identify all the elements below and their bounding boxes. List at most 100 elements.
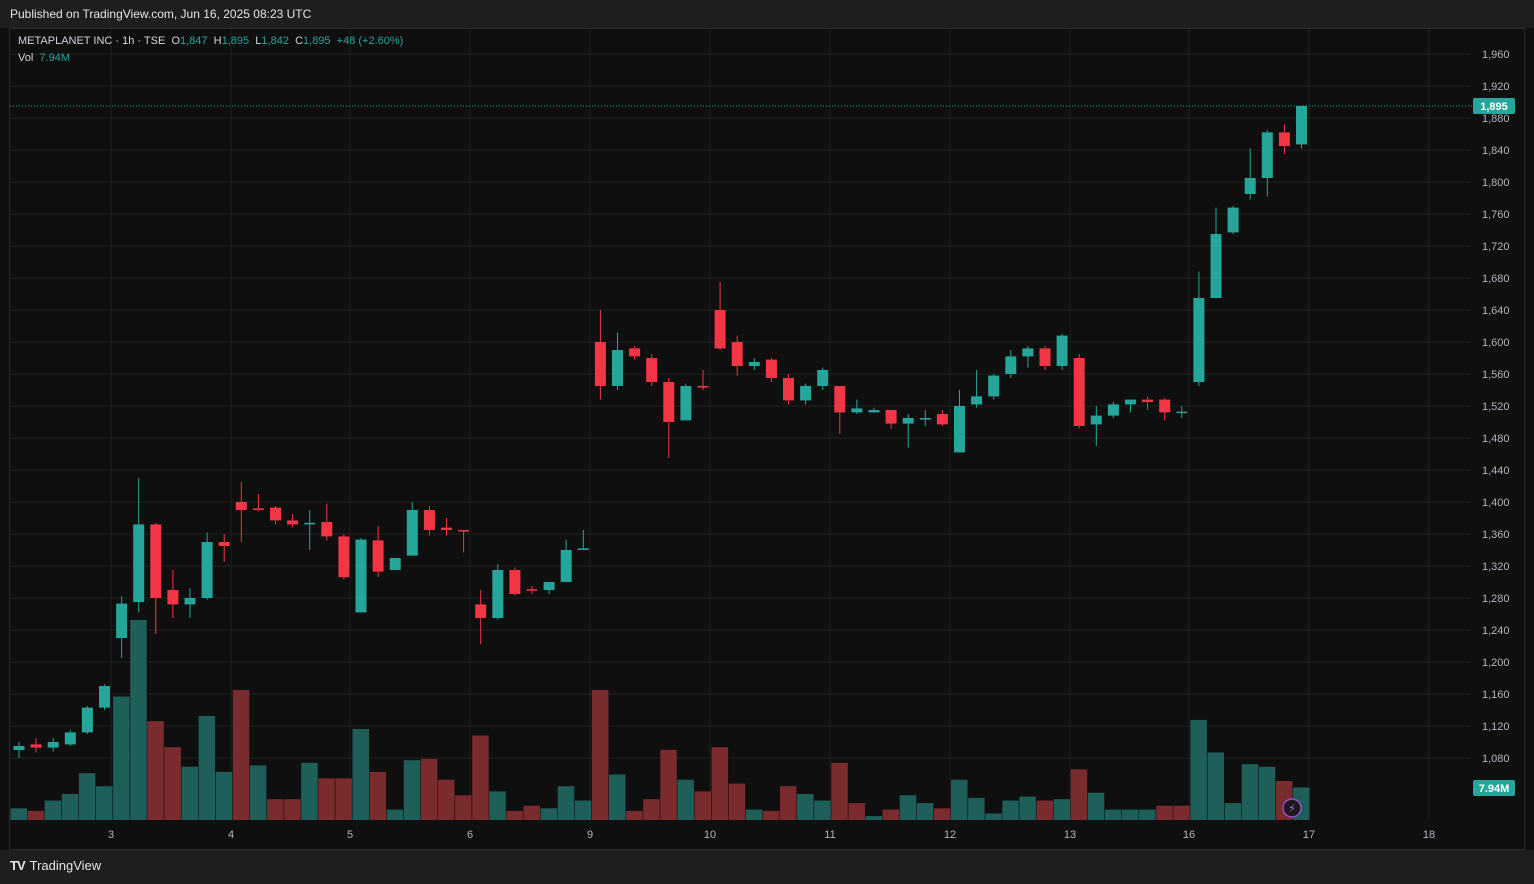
volume-bar (916, 803, 934, 820)
candle-body (150, 524, 162, 598)
high-label: H (213, 35, 222, 47)
price-tick-label: 1,800 (1482, 177, 1510, 189)
volume-bar (728, 783, 746, 820)
candle-body (201, 542, 213, 598)
time-tick-label: 11 (824, 829, 835, 841)
volume-bar (284, 799, 301, 820)
time-tick-label: 18 (1423, 829, 1435, 841)
volume-bars (10, 620, 1310, 820)
candle-body (64, 732, 76, 745)
candle-body (680, 386, 692, 421)
volume-bar (232, 690, 250, 820)
volume-bar (1070, 769, 1088, 820)
volume-bar (848, 803, 865, 820)
candle-body (1056, 335, 1068, 366)
price-tick-label: 1,520 (1482, 401, 1510, 413)
price-tick-label: 1,400 (1482, 497, 1510, 509)
candle (287, 514, 299, 528)
replay-icon[interactable]: ⚡ (1282, 798, 1302, 818)
candle-body (1261, 132, 1273, 178)
candle (612, 332, 623, 390)
candle-body (1125, 399, 1136, 405)
candle-body (287, 520, 299, 525)
volume-bar (831, 762, 848, 820)
candle-body (594, 342, 606, 386)
volume-bar (1002, 800, 1019, 820)
candle (1142, 396, 1154, 410)
candle-body (30, 744, 42, 748)
volume-bar (472, 735, 489, 820)
candle-body (406, 510, 418, 556)
candle (64, 730, 76, 746)
candle (1261, 130, 1273, 197)
tradingview-brand[interactable]: TV TradingView (10, 858, 101, 873)
volume-bar (609, 774, 626, 820)
publish-text: Published on TradingView.com, Jun 16, 20… (10, 7, 312, 21)
candle (697, 370, 709, 390)
time-tick-label: 5 (347, 829, 353, 841)
candle-body (851, 408, 863, 413)
volume-bar (933, 808, 951, 820)
volume-bar (215, 771, 233, 820)
candle (765, 358, 777, 382)
candle (338, 534, 350, 580)
price-tick-label: 1,160 (1482, 689, 1510, 701)
candle-body (800, 386, 812, 401)
volume-bar (780, 786, 797, 820)
candle-body (697, 386, 709, 388)
candle (936, 410, 948, 426)
candle (919, 410, 931, 426)
ohlc-legend: METAPLANET INC · 1h · TSE O1,847 H1,895 … (18, 35, 403, 47)
candle (1227, 206, 1239, 234)
candle-body (748, 362, 760, 366)
lightning-icon[interactable] (1282, 798, 1302, 818)
price-tick-label: 1,120 (1482, 721, 1510, 733)
candle-body (817, 370, 829, 386)
candle (235, 482, 247, 542)
volume-bar (164, 747, 181, 820)
candle-body (1244, 178, 1256, 194)
price-tick-label: 1,440 (1482, 465, 1510, 477)
volume-bar (267, 799, 284, 820)
price-tick-label: 1,760 (1482, 209, 1510, 221)
volume-bar (1019, 796, 1036, 820)
candle-body (1090, 415, 1102, 425)
candle (800, 383, 812, 405)
candle (954, 390, 965, 453)
candle-body (218, 542, 230, 546)
candle-body (252, 508, 264, 510)
volume-bar (1224, 803, 1242, 820)
candle-body (13, 746, 25, 750)
candle (526, 586, 538, 594)
candle (389, 558, 401, 570)
candle-body (492, 570, 504, 618)
volume-bar (403, 760, 421, 820)
price-tick-label: 1,960 (1482, 49, 1510, 61)
candle (851, 399, 863, 414)
candle-body (372, 540, 384, 572)
candle-body (1005, 356, 1017, 374)
volume-bar (386, 809, 404, 820)
volume-bar (677, 779, 694, 820)
candles (13, 106, 1307, 758)
candle (1193, 271, 1205, 386)
candle-body (116, 603, 128, 638)
time-tick-label: 4 (228, 829, 234, 841)
candle (1278, 124, 1290, 154)
volume-bar (951, 779, 968, 820)
candle (1176, 406, 1188, 418)
time-axis[interactable]: 3 4 5 6 9 10 11 12 13 16 17 18 (108, 829, 1435, 841)
volume-bar (1104, 809, 1122, 820)
time-tick-label: 12 (944, 829, 956, 841)
price-axis[interactable]: 1,080 1,120 1,160 1,200 1,240 1,280 1,320 1,360… (1482, 49, 1510, 765)
candle (748, 358, 760, 370)
candle-body (1107, 404, 1119, 416)
candle (184, 588, 196, 618)
candle-body (304, 522, 316, 525)
last-volume-tag: 7.94M (1473, 780, 1515, 796)
volume-bar (198, 716, 216, 820)
candle (475, 590, 487, 645)
candle-body (509, 570, 521, 594)
candle-body (868, 410, 880, 413)
